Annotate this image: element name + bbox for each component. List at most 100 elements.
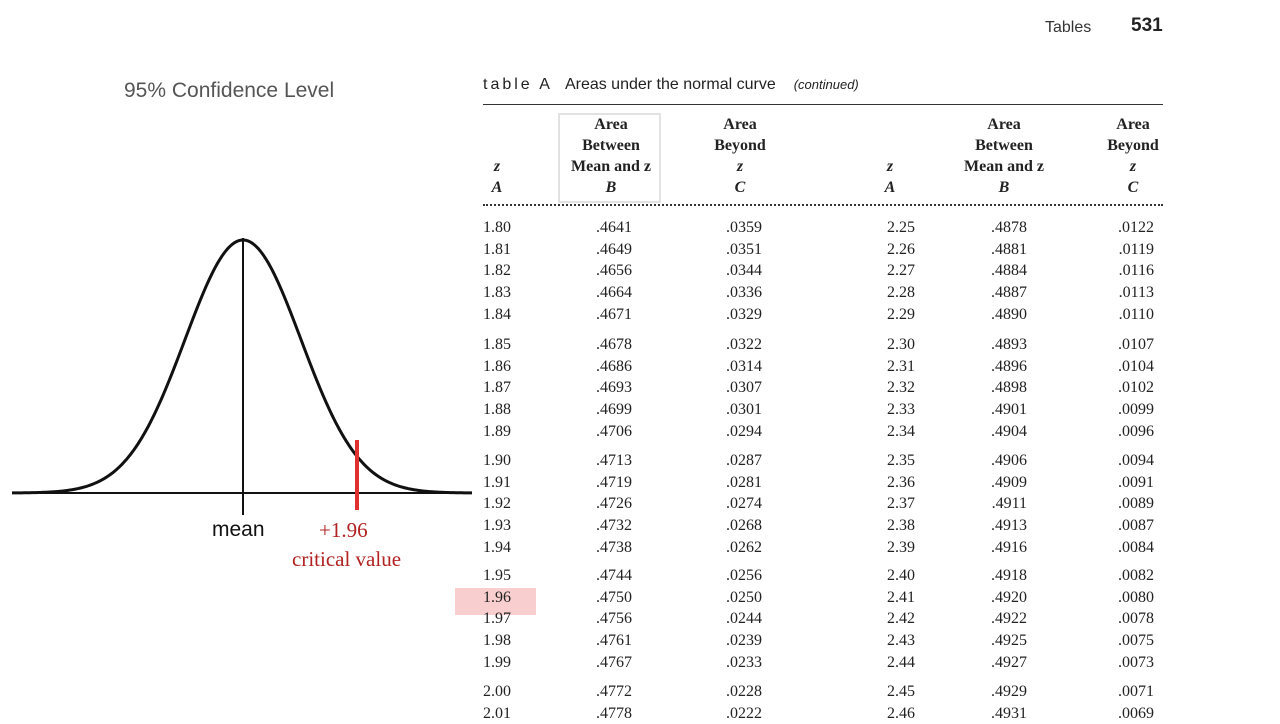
cell-area-between: .4911	[991, 495, 1027, 513]
cell-area-between: .4929	[991, 683, 1027, 700]
cell-z: 1.84	[483, 305, 511, 323]
critical-value-label: critical value	[292, 547, 402, 571]
confidence-level-title: 95% Confidence Level	[124, 79, 335, 102]
highlighted-row-196	[455, 588, 536, 615]
cell-area-between: .4664	[596, 284, 632, 302]
cell-area-beyond: .0329	[726, 305, 762, 323]
cell-area-beyond: .0287	[726, 452, 762, 469]
column-header-line: Area	[987, 116, 1021, 133]
cell-z: 2.25	[887, 219, 915, 236]
cell-z: 2.27	[887, 262, 915, 280]
cell-z: 1.92	[483, 495, 511, 513]
column-header-line: z	[493, 158, 501, 175]
cell-z: 2.28	[887, 284, 915, 302]
cell-area-between: .4878	[991, 219, 1027, 236]
cell-area-beyond: .0250	[726, 588, 762, 606]
cell-area-beyond: .0274	[726, 495, 762, 513]
cell-area-beyond: .0239	[726, 632, 762, 650]
cell-z: 1.82	[483, 262, 511, 280]
cell-area-between: .4732	[596, 517, 632, 535]
cell-area-beyond: .0069	[1118, 704, 1154, 722]
cell-area-between: .4693	[596, 379, 632, 397]
cell-area-beyond: .0104	[1118, 357, 1154, 375]
table-tag: table A	[483, 76, 553, 93]
column-header-line: Between	[582, 137, 640, 154]
cell-area-between: .4671	[596, 305, 632, 323]
cell-area-between: .4719	[596, 473, 632, 491]
cell-z: 2.41	[887, 588, 915, 606]
table-continued: (continued)	[793, 77, 859, 92]
column-header-line	[477, 114, 517, 135]
cell-z: 1.90	[483, 452, 511, 469]
column-header-line: Mean and z	[571, 158, 651, 175]
cell-z: 2.29	[887, 305, 915, 323]
page-section-label: Tables	[1045, 19, 1092, 36]
cell-area-beyond: .0301	[726, 401, 762, 419]
cell-area-between: .4678	[596, 336, 632, 353]
cell-z: 2.31	[887, 357, 915, 375]
cell-z: 2.37	[887, 495, 915, 513]
cell-area-beyond: .0080	[1118, 588, 1154, 606]
cell-area-between: .4901	[991, 401, 1027, 419]
column-header-2: Area Beyond z C	[695, 93, 785, 198]
cell-area-between: .4887	[991, 284, 1027, 302]
cell-z: 2.35	[887, 452, 915, 469]
cell-area-between: .4881	[991, 240, 1027, 258]
cell-z: 1.93	[483, 517, 511, 535]
cell-z: 2.44	[887, 653, 915, 671]
cell-area-beyond: .0113	[1118, 284, 1154, 302]
column-header-line: z	[1129, 158, 1137, 175]
cell-area-beyond: .0122	[1118, 219, 1154, 236]
cell-z: 1.87	[483, 379, 511, 397]
cell-area-beyond: .0256	[726, 567, 762, 584]
cell-z: 1.95	[483, 567, 511, 584]
cell-area-beyond: .0084	[1118, 538, 1154, 556]
cell-z: 1.81	[483, 240, 511, 258]
cell-area-between: .4904	[991, 422, 1027, 440]
table-header-rule	[483, 204, 1163, 206]
cell-z: 2.43	[887, 632, 915, 650]
cell-z: 2.26	[887, 240, 915, 258]
cell-area-beyond: .0073	[1118, 653, 1154, 671]
cell-area-beyond: .0099	[1118, 401, 1154, 419]
cell-area-beyond: .0268	[726, 517, 762, 535]
cell-area-beyond: .0094	[1118, 452, 1154, 469]
cell-area-between: .4906	[991, 452, 1027, 469]
cell-z: 2.40	[887, 567, 915, 584]
normal-curve-figure	[11, 238, 473, 515]
cell-area-between: .4778	[596, 704, 632, 722]
column-header-line: Beyond	[1107, 137, 1159, 154]
cell-area-between: .4686	[596, 357, 632, 375]
cell-z: 2.01	[483, 704, 511, 722]
cell-area-between: .4656	[596, 262, 632, 280]
cell-z: 2.30	[887, 336, 915, 353]
table-caption: table A Areas under the normal curve (co…	[483, 76, 859, 94]
cell-area-between: .4761	[596, 632, 632, 650]
column-header-line: Area	[1116, 116, 1150, 133]
column-header-line	[870, 114, 910, 135]
cell-area-beyond: .0322	[726, 336, 762, 353]
cell-area-beyond: .0228	[726, 683, 762, 700]
column-header-line: Between	[975, 137, 1033, 154]
cell-area-between: .4913	[991, 517, 1027, 535]
cell-area-between: .4893	[991, 336, 1027, 353]
cell-area-beyond: .0087	[1118, 517, 1154, 535]
cell-z: 1.91	[483, 473, 511, 491]
cell-area-between: .4750	[596, 588, 632, 606]
column-b-header-box	[558, 113, 661, 203]
cell-z: 2.36	[887, 473, 915, 491]
cell-area-beyond: .0294	[726, 422, 762, 440]
cell-area-between: .4916	[991, 538, 1027, 556]
cell-z: 1.89	[483, 422, 511, 440]
column-header-line	[870, 135, 910, 156]
cell-z: 2.00	[483, 683, 511, 700]
column-header-line: Mean and z	[964, 158, 1044, 175]
cell-z: 2.46	[887, 704, 915, 722]
cell-area-beyond: .0344	[726, 262, 762, 280]
cell-area-beyond: .0116	[1118, 262, 1154, 280]
critical-value-number: +1.96	[319, 518, 368, 542]
column-header-line: Area	[594, 116, 628, 133]
cell-z: 1.98	[483, 632, 511, 650]
column-letter: C	[734, 179, 746, 196]
